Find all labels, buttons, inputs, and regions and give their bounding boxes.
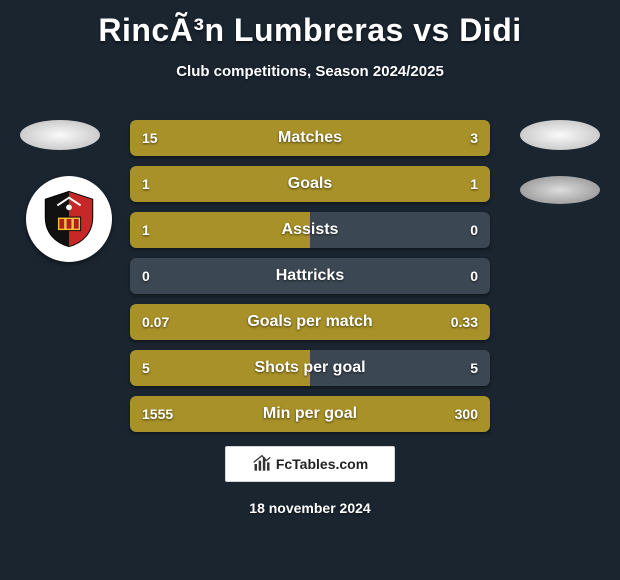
stats-container: 153Matches 11Goals 10Assists 00Hattricks 0.0… <box>130 120 490 442</box>
stat-bar-right <box>429 120 490 156</box>
chart-icon <box>252 454 272 474</box>
footer-brand-text: FcTables.com <box>276 456 368 472</box>
stat-row: 0.070.33Goals per match <box>130 304 490 340</box>
stat-row: 1555300Min per goal <box>130 396 490 432</box>
stat-bar-left <box>130 350 310 386</box>
stat-bar-left <box>130 212 310 248</box>
subtitle: Club competitions, Season 2024/2025 <box>0 63 620 80</box>
footer-brand[interactable]: FcTables.com <box>225 446 395 482</box>
team-right-badge-placeholder-1 <box>520 120 600 150</box>
stat-row: 10Assists <box>130 212 490 248</box>
stat-bar-right <box>310 350 490 386</box>
stat-bar-right <box>310 166 490 202</box>
stat-row: 00Hattricks <box>130 258 490 294</box>
stat-bar-bg <box>130 258 490 294</box>
stat-bar-right <box>191 304 490 340</box>
stat-row: 153Matches <box>130 120 490 156</box>
team-left-badge-placeholder <box>20 120 100 150</box>
stat-bar-left <box>130 120 429 156</box>
stat-bar-left <box>130 304 191 340</box>
stat-row: 55Shots per goal <box>130 350 490 386</box>
page-title: RincÃ³n Lumbreras vs Didi <box>0 0 620 49</box>
team-left-crest <box>26 176 112 262</box>
date-text: 18 november 2024 <box>0 500 620 516</box>
stat-bar-left <box>130 166 310 202</box>
team-right-badge-placeholder-2 <box>520 176 600 204</box>
stat-row: 11Goals <box>130 166 490 202</box>
stat-bar-left <box>130 396 432 432</box>
stat-bar-right <box>432 396 490 432</box>
shield-icon <box>38 188 100 250</box>
